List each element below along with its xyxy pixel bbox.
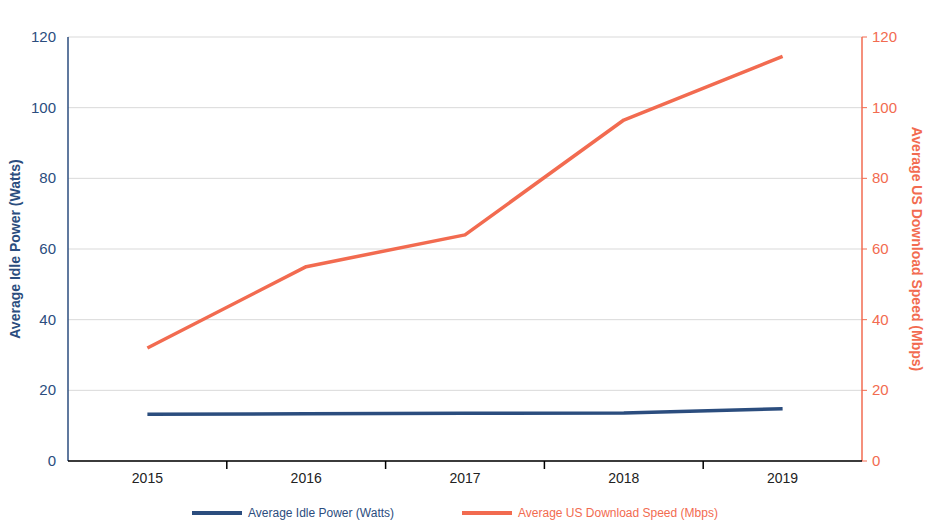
x-tick-label: 2015 bbox=[132, 470, 163, 486]
grid-line bbox=[68, 178, 862, 179]
y2-axis bbox=[861, 37, 863, 461]
y2-tick-label: 80 bbox=[872, 169, 889, 186]
x-axis bbox=[68, 460, 862, 462]
x-band-tick bbox=[544, 461, 546, 469]
grid-line bbox=[68, 319, 862, 320]
y2-tick-label: 40 bbox=[872, 311, 889, 328]
y2-tick-label: 60 bbox=[872, 240, 889, 257]
legend-swatch bbox=[192, 511, 242, 515]
x-tick-label: 2017 bbox=[449, 470, 480, 486]
plot-area bbox=[147, 56, 782, 414]
chart-container: 0 20 40 60 80 100 120 0 20 40 60 80 100 120 2015 2016 20… bbox=[0, 0, 936, 532]
y-tick-label: 120 bbox=[31, 28, 56, 45]
grid-line bbox=[68, 107, 862, 108]
y-tick-label: 80 bbox=[39, 169, 56, 186]
legend-swatch bbox=[462, 511, 512, 515]
grid-line bbox=[68, 390, 862, 391]
x-tick-label: 2018 bbox=[608, 470, 639, 486]
y-tick-label: 60 bbox=[39, 240, 56, 257]
legend: Average Idle Power (Watts) Average US Dow… bbox=[192, 506, 718, 520]
legend-label: Average US Download Speed (Mbps) bbox=[518, 506, 718, 520]
series-line bbox=[147, 409, 782, 415]
x-band-tick bbox=[385, 461, 387, 469]
y2-tick-label: 20 bbox=[872, 381, 889, 398]
chart-svg: 0 20 40 60 80 100 120 0 20 40 60 80 100 120 2015 2016 20… bbox=[0, 0, 936, 532]
x-tick-label: 2019 bbox=[767, 470, 798, 486]
x-tick-label: 2016 bbox=[291, 470, 322, 486]
y2-tick-label: 0 bbox=[872, 452, 880, 469]
x-band-tick bbox=[226, 461, 228, 469]
x-band-tick bbox=[702, 461, 704, 469]
y-tick-label: 0 bbox=[48, 452, 56, 469]
y2-tick-label: 120 bbox=[872, 28, 897, 45]
legend-label: Average Idle Power (Watts) bbox=[248, 506, 394, 520]
grid-line bbox=[68, 461, 862, 462]
y-tick-label: 40 bbox=[39, 311, 56, 328]
y2-axis-title: Average US Download Speed (Mbps) bbox=[909, 127, 925, 372]
y2-tick-label: 100 bbox=[872, 99, 897, 116]
y-axis-title: Average Idle Power (Watts) bbox=[7, 159, 23, 338]
y-axis bbox=[67, 37, 69, 461]
y-tick-label: 20 bbox=[39, 381, 56, 398]
grid-line bbox=[68, 37, 862, 38]
grid-line bbox=[68, 249, 862, 250]
y-tick-label: 100 bbox=[31, 99, 56, 116]
series-line bbox=[147, 56, 782, 348]
